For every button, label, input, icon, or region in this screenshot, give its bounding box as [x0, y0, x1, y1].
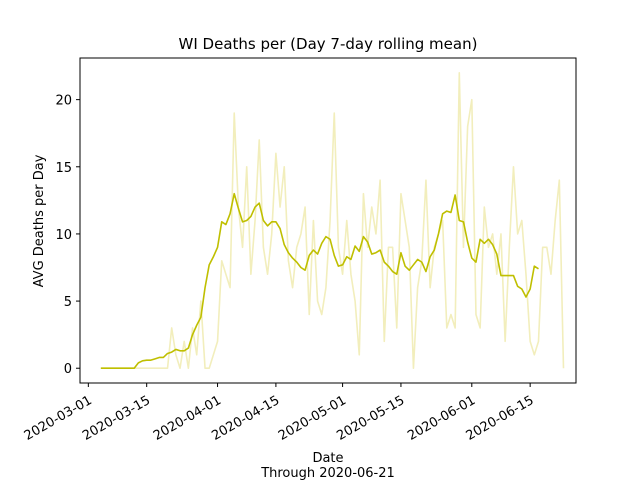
y-tick-label: 15 [55, 161, 72, 176]
rolling-mean-line [100, 192, 539, 370]
series-layer [100, 71, 565, 370]
y-tick-label: 5 [64, 295, 72, 310]
x-axis-label: Date [312, 451, 343, 466]
y-tick-label: 0 [64, 362, 72, 377]
daily-deaths-line [100, 71, 565, 370]
y-tick-label: 20 [55, 94, 72, 109]
plot-frame [79, 57, 577, 384]
y-axis: 0 5 10 15 20 [55, 94, 80, 377]
chart-title: WI Deaths per (Day 7-day rolling mean) [179, 35, 478, 53]
x-axis-sublabel: Through 2020-06-21 [260, 466, 395, 480]
y-axis-label: AVG Deaths per Day [32, 154, 47, 287]
y-tick-label: 10 [55, 228, 72, 243]
